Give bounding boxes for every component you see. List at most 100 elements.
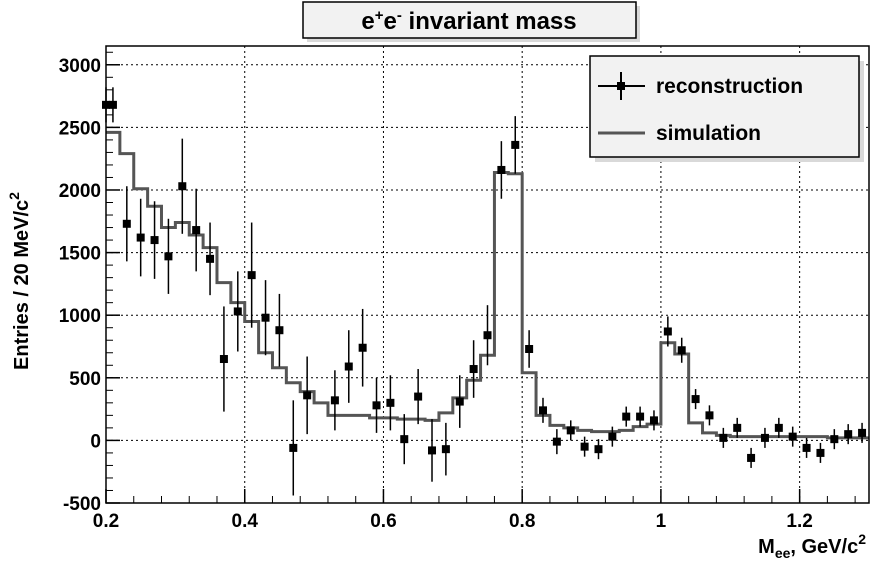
point-marker xyxy=(594,445,603,454)
y-tick-label: 1000 xyxy=(59,306,101,327)
legend-label-reconstruction: reconstruction xyxy=(656,75,803,98)
reconstruction-point xyxy=(525,330,534,368)
y-tick-label: 2500 xyxy=(59,118,101,139)
reconstruction-point xyxy=(206,222,215,296)
point-marker xyxy=(663,327,672,336)
legend: reconstruction simulation xyxy=(589,55,864,162)
y-tick-label: 3000 xyxy=(59,56,101,77)
point-marker xyxy=(511,140,520,149)
reconstruction-point xyxy=(788,426,797,447)
reconstruction-point xyxy=(608,426,617,447)
point-marker xyxy=(372,401,381,410)
reconstruction-point xyxy=(178,138,187,234)
point-marker xyxy=(525,344,534,353)
point-marker xyxy=(538,406,547,415)
reconstruction-point xyxy=(164,218,173,294)
legend-marker-reconstruction xyxy=(598,72,645,100)
point-marker xyxy=(747,453,756,462)
reconstruction-point xyxy=(774,417,783,438)
reconstruction-point xyxy=(649,410,658,431)
point-marker xyxy=(552,437,561,446)
reconstruction-point xyxy=(122,186,131,262)
chart-title: e+e- invariant mass xyxy=(361,7,576,35)
reconstruction-point xyxy=(552,429,561,455)
reconstruction-point xyxy=(580,436,589,457)
point-marker xyxy=(580,442,589,451)
point-marker xyxy=(483,331,492,340)
y-axis-title: Entries / 20 MeV/c2 xyxy=(6,192,33,370)
point-marker xyxy=(400,435,409,444)
reconstruction-point xyxy=(858,422,867,443)
x-axis-title: Mee, GeV/c2 xyxy=(758,531,866,561)
point-marker xyxy=(636,412,645,421)
y-tick-label: 500 xyxy=(69,369,101,390)
reconstruction-point xyxy=(441,422,450,476)
reconstruction-point xyxy=(386,375,395,431)
point-marker xyxy=(816,448,825,457)
point-marker xyxy=(261,313,270,322)
reconstruction-point xyxy=(344,330,353,403)
x-tick-label: 1 xyxy=(656,511,667,532)
point-marker xyxy=(219,355,228,364)
reconstruction-point xyxy=(192,188,201,272)
simulation-step-line xyxy=(106,130,869,440)
reconstruction-point xyxy=(289,400,298,496)
point-marker xyxy=(428,446,437,455)
reconstruction-point xyxy=(372,377,381,433)
point-marker xyxy=(303,391,312,400)
axis-ticks xyxy=(105,51,856,504)
reconstruction-point xyxy=(428,419,437,482)
point-marker xyxy=(344,362,353,371)
point-marker xyxy=(858,428,867,437)
point-marker xyxy=(136,233,145,242)
reconstruction-point xyxy=(261,280,270,356)
point-marker xyxy=(774,423,783,432)
legend-label-simulation: simulation xyxy=(656,122,761,145)
reconstruction-point xyxy=(455,375,464,428)
point-marker xyxy=(275,326,284,335)
point-marker xyxy=(386,398,395,407)
y-tick-label: -500 xyxy=(63,494,101,515)
reconstruction-point xyxy=(414,369,423,425)
tick-labels: 0.2 0.4 0.6 0.8 1 1.2 -500 0 500 1000 1500 2000 2500… xyxy=(59,56,813,532)
point-marker xyxy=(719,433,728,442)
point-marker xyxy=(247,271,256,280)
point-marker xyxy=(108,100,117,109)
point-marker xyxy=(289,443,298,452)
y-tick-label: 2000 xyxy=(59,181,101,202)
reconstruction-point xyxy=(594,439,603,460)
simulation-histogram xyxy=(106,130,869,440)
reconstruction-point xyxy=(830,429,839,450)
reconstruction-point xyxy=(705,405,714,426)
point-marker xyxy=(330,396,339,405)
point-marker xyxy=(122,219,131,228)
point-marker xyxy=(733,423,742,432)
reconstruction-point xyxy=(719,427,728,448)
reconstruction-point xyxy=(483,305,492,366)
point-marker xyxy=(233,307,242,316)
reconstruction-point xyxy=(233,271,242,352)
x-tick-label: 0.2 xyxy=(93,511,119,532)
reconstruction-points xyxy=(102,87,867,496)
point-marker xyxy=(802,443,811,452)
reconstruction-point xyxy=(816,442,825,463)
reconstruction-point xyxy=(691,389,700,410)
reconstruction-point xyxy=(497,141,506,199)
point-marker xyxy=(622,412,631,421)
point-marker xyxy=(677,346,686,355)
point-marker xyxy=(566,426,575,435)
point-marker xyxy=(414,392,423,401)
point-marker xyxy=(497,165,506,174)
point-marker xyxy=(844,430,853,439)
point-marker xyxy=(164,252,173,261)
reconstruction-point xyxy=(108,87,117,123)
point-marker xyxy=(691,395,700,404)
reconstruction-point xyxy=(511,116,520,174)
reconstruction-point xyxy=(330,370,339,431)
point-marker xyxy=(830,435,839,444)
reconstruction-point xyxy=(663,316,672,347)
x-tick-label: 0.8 xyxy=(509,511,535,532)
reconstruction-point xyxy=(136,198,145,277)
point-marker xyxy=(649,416,658,425)
